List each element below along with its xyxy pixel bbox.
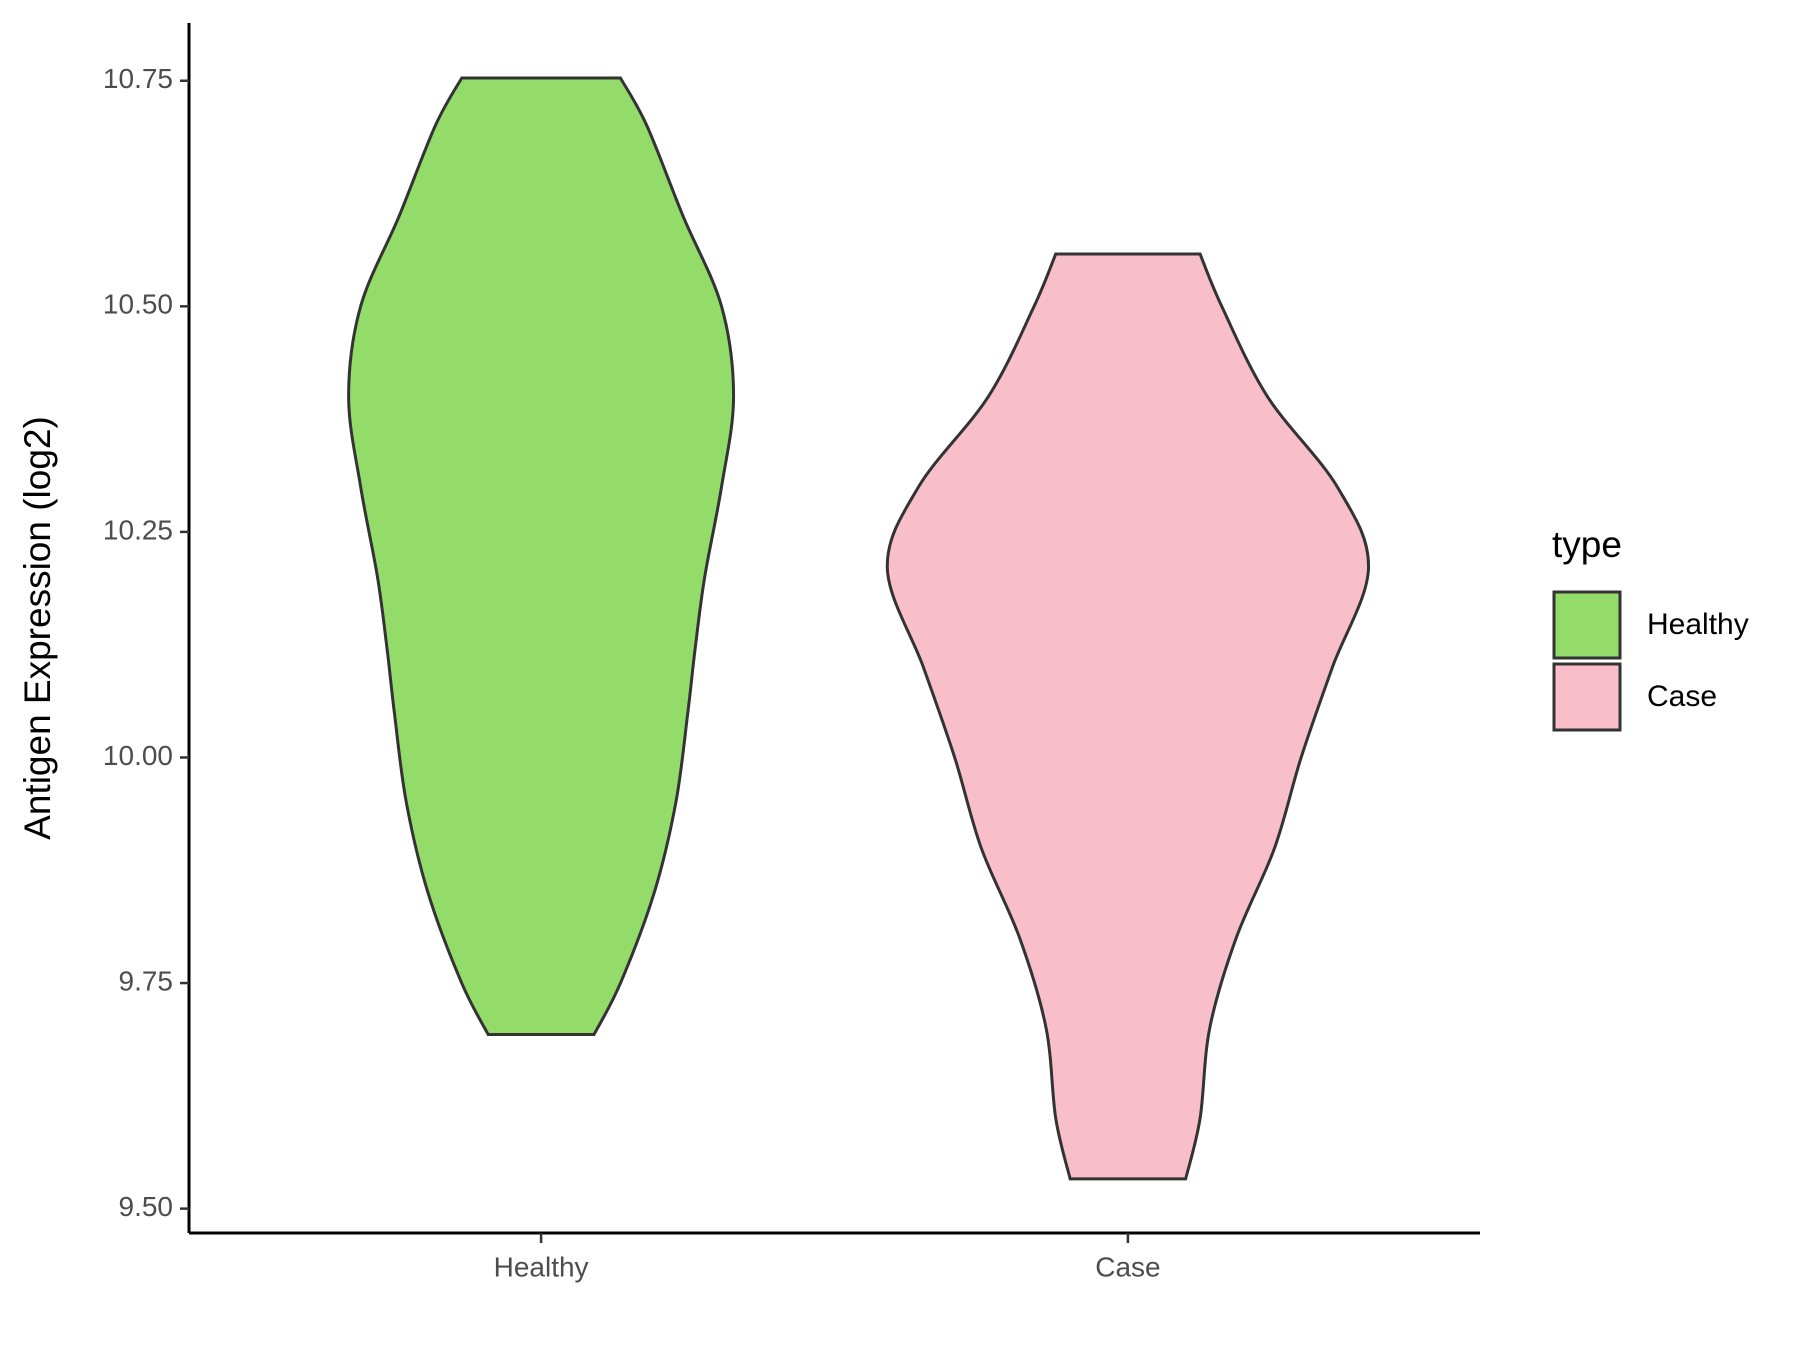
x-tick-label: Healthy [494, 1251, 589, 1282]
legend-label: Case [1647, 680, 1717, 713]
y-tick-label: 10.25 [103, 514, 173, 545]
y-tick-label: 9.75 [119, 965, 174, 996]
x-tick-label: Case [1095, 1251, 1160, 1282]
y-axis-title: Antigen Expression (log2) [17, 416, 58, 840]
legend-key [1552, 662, 1622, 732]
violin [885, 252, 1371, 1181]
y-tick-label: 10.75 [103, 63, 173, 94]
y-tick-label: 9.50 [119, 1191, 174, 1222]
violin [347, 76, 736, 1036]
legend-key [1552, 590, 1622, 660]
y-tick-label: 10.50 [103, 289, 173, 320]
legend-title: type [1552, 524, 1622, 565]
legend-label: Healthy [1647, 608, 1749, 641]
y-tick-label: 10.00 [103, 740, 173, 771]
